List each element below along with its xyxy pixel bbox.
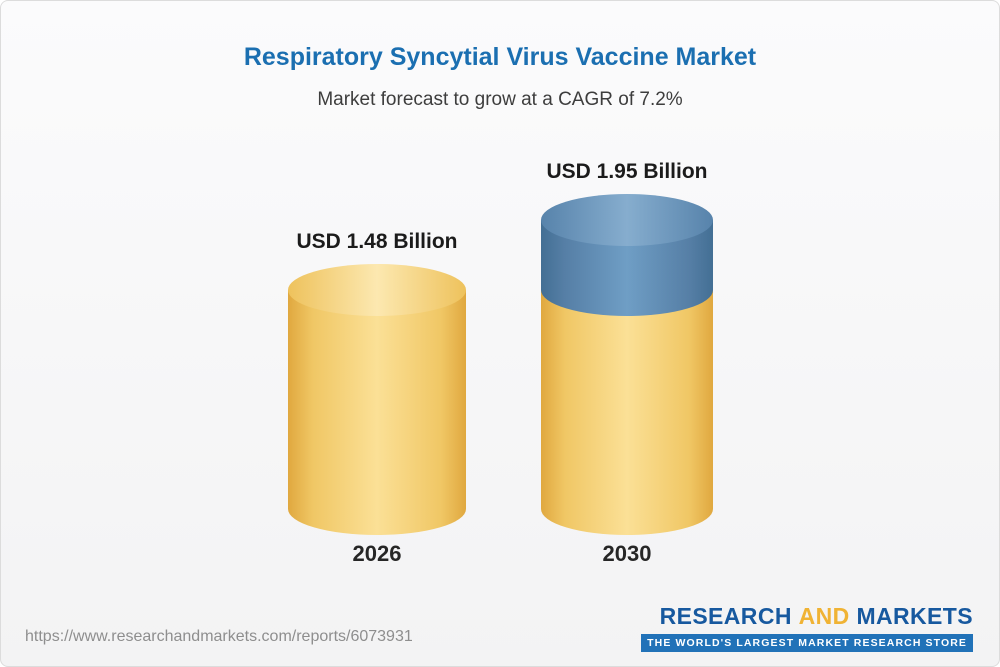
- chart-title: Respiratory Syncytial Virus Vaccine Mark…: [243, 43, 757, 71]
- logo-word-research: RESEARCH: [659, 603, 792, 629]
- value-label-2030: USD 1.95 Billion: [546, 160, 708, 184]
- logo-word-and: AND: [798, 603, 850, 629]
- x-label-2026: 2026: [352, 541, 402, 566]
- value-label-2026: USD 1.48 Billion: [296, 229, 458, 253]
- logo-tagline: THE WORLD'S LARGEST MARKET RESEARCH STOR…: [641, 634, 973, 652]
- cylinder-2026: [288, 263, 466, 535]
- logo-wordmark: RESEARCH AND MARKETS: [641, 603, 973, 630]
- logo-word-markets: MARKETS: [856, 603, 973, 629]
- cylinder-2030-base-segment: [541, 289, 713, 535]
- source-url-link[interactable]: https://www.researchandmarkets.com/repor…: [25, 628, 413, 645]
- x-label-2030: 2030: [602, 541, 652, 566]
- cylinder-2030-growth-segment: [541, 194, 713, 316]
- bar-2026: USD 1.48 Billion 2026: [288, 1, 466, 666]
- bar-2030: USD 1.95 Billion 2030: [541, 1, 713, 666]
- cylinder-2030-base-body: [541, 289, 713, 535]
- cylinder-2026-cap: [288, 263, 466, 316]
- research-and-markets-logo: RESEARCH AND MARKETS THE WORLD'S LARGEST…: [641, 603, 973, 652]
- cylinder-2026-body: [288, 289, 466, 535]
- cylinder-2030-cap: [541, 194, 713, 247]
- chart-subtitle: Market forecast to grow at a CAGR of 7.2…: [317, 89, 683, 110]
